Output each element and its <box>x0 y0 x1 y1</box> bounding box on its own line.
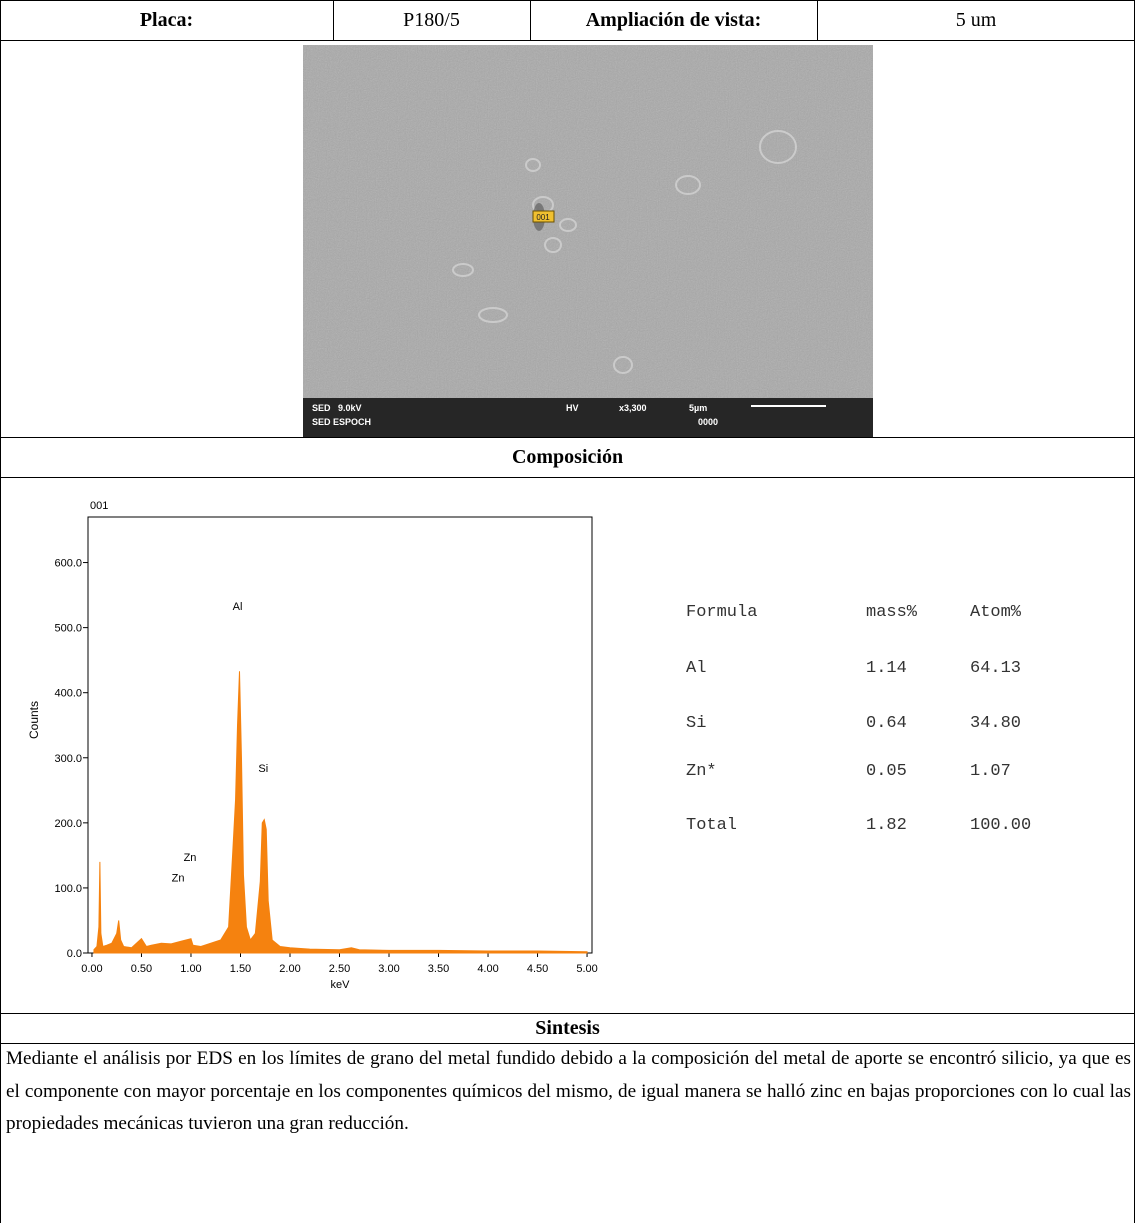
y-tick-label: 400.0 <box>54 688 82 700</box>
chart-title: 001 <box>90 500 108 512</box>
x-tick-label: 1.00 <box>180 963 201 975</box>
table-cell: 0.05 <box>866 762 907 781</box>
table-cell: Zn* <box>686 762 717 781</box>
y-tick-label: 600.0 <box>54 558 82 570</box>
y-tick-label: 0.0 <box>67 948 82 960</box>
sem-info: HV <box>566 403 579 413</box>
sem-info: SED 9.0kV <box>312 403 362 413</box>
table-cell: 1.07 <box>970 762 1011 781</box>
peak-label: Al <box>233 601 243 613</box>
x-tick-label: 2.00 <box>279 963 300 975</box>
y-tick-label: 100.0 <box>54 883 82 895</box>
peak-label: Zn <box>172 872 185 884</box>
zoom-value: 5 um <box>955 8 997 31</box>
table-cell: Si <box>686 714 707 733</box>
table-cell: 100.00 <box>970 816 1032 835</box>
table-cell: 1.82 <box>866 816 907 835</box>
x-tick-label: 2.50 <box>329 963 350 975</box>
synthesis-title: Sintesis <box>535 1016 600 1039</box>
y-tick-label: 500.0 <box>54 623 82 635</box>
y-axis-label: Counts <box>27 701 41 739</box>
sem-info: 5µm <box>689 403 707 413</box>
table-cell: Atom% <box>970 603 1022 622</box>
x-tick-label: 1.50 <box>230 963 251 975</box>
sem-info: x3,300 <box>619 403 647 413</box>
x-tick-label: 5.00 <box>576 963 597 975</box>
table-cell: 0.64 <box>866 714 907 733</box>
y-tick-label: 200.0 <box>54 818 82 830</box>
sem-info: SED ESPOCH <box>312 417 371 427</box>
sem-image: 001 SED 9.0kV SED ESPOCH HV x3,300 5µm 0… <box>303 45 873 437</box>
table-cell: mass% <box>866 603 918 622</box>
y-tick-label: 300.0 <box>54 753 82 765</box>
table-cell: Al <box>686 659 707 678</box>
marker-label: 001 <box>536 213 550 222</box>
x-tick-label: 0.50 <box>131 963 152 975</box>
table-cell: Total <box>686 816 738 835</box>
table-cell: 1.14 <box>866 659 907 678</box>
table-cell: Formula <box>686 603 758 622</box>
x-tick-label: 3.50 <box>428 963 449 975</box>
synthesis-text: Mediante el análisis por EDS en los lími… <box>6 1048 1131 1134</box>
table-cell: 64.13 <box>970 659 1022 678</box>
plate-label: Placa: <box>139 8 194 31</box>
chart: 0.0 100.0 200.0 300.0 400.0 500.0 600.0 0.00 0.5… <box>27 500 598 991</box>
x-tick-label: 4.50 <box>527 963 548 975</box>
peak-label: Zn <box>184 852 197 864</box>
x-tick-label: 0.00 <box>81 963 102 975</box>
composition-title: Composición <box>511 445 624 468</box>
x-tick-label: 4.00 <box>477 963 498 975</box>
sem-info: 0000 <box>698 417 718 427</box>
x-tick-label: 3.00 <box>378 963 399 975</box>
table-cell: 34.80 <box>970 714 1022 733</box>
plot-frame <box>87 516 593 954</box>
peak-label: Si <box>258 763 268 775</box>
spectrum <box>93 671 588 954</box>
plate-value: P180/5 <box>403 8 460 31</box>
x-axis-label: keV <box>331 979 351 991</box>
zoom-label: Ampliación de vista: <box>585 8 762 31</box>
